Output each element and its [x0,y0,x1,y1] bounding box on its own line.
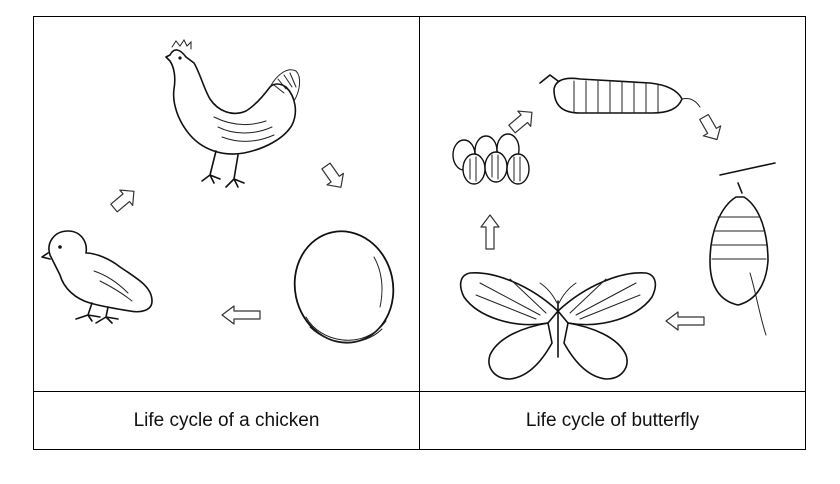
chicken-cycle-panel [34,17,419,391]
butterfly-cycle-panel [420,17,805,391]
hen-icon [165,39,301,188]
chicken-caption: Life cycle of a chicken [133,409,320,431]
egg-icon [293,230,395,344]
chrysalis-icon [709,162,776,336]
caption-divider [33,391,806,392]
butterfly-caption: Life cycle of butterfly [525,409,700,431]
column-divider [419,16,420,450]
butterfly-icon [459,272,657,380]
cycle-arrow-icon [480,110,722,331]
cycle-arrow-icon [110,162,344,325]
eggs-cluster-icon [452,133,530,185]
chick-icon [41,230,153,324]
caterpillar-icon [539,74,701,114]
